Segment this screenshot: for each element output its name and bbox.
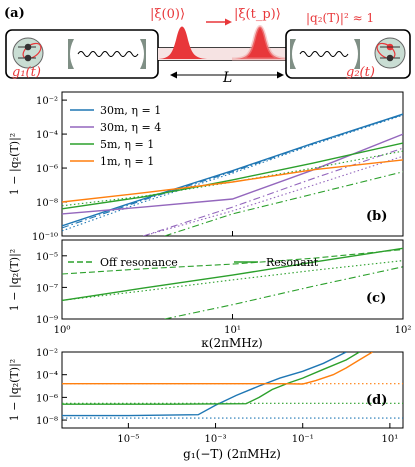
panel-d: 10⁻⁸ 10⁻⁶ 10⁻⁴ 10⁻² 10⁻⁵ 10⁻³ 10⁻¹ 10¹ (d) 1 − … <box>8 348 404 461</box>
y-tick-label: 10⁻¹⁰ <box>32 232 58 243</box>
y-tick-label: 10⁻⁴ <box>36 371 58 382</box>
x-tick-label: 10⁰ <box>54 325 71 336</box>
distance-label: L <box>222 70 232 86</box>
right-mirror-2 <box>354 39 360 69</box>
x-tick-label: 10¹ <box>382 434 399 445</box>
panel-c-label: (c) <box>366 291 386 306</box>
right-mirror-1 <box>290 39 296 69</box>
panel-c: 10⁻⁹ 10⁻⁷ 10⁻⁵ 10⁰ 10¹ 10² Off resonance Reson… <box>8 239 412 350</box>
series-line <box>62 352 360 405</box>
y-tick-label: 10⁻⁵ <box>36 252 58 263</box>
legend-label: 5m, η = 1 <box>100 138 154 151</box>
y-tick-label: 10⁻⁶ <box>36 164 58 175</box>
legend-label: 30m, η = 1 <box>100 104 161 117</box>
left-mirror-1 <box>68 39 74 69</box>
right-qubit <box>374 37 406 69</box>
panel-c-xlabel: κ(2πMHz) <box>201 336 262 350</box>
y-tick-label: 10⁻² <box>36 96 58 107</box>
series-line <box>62 247 403 302</box>
state-left-label: |ξ(0)⟩ <box>150 7 185 22</box>
legend-label: 30m, η = 4 <box>100 121 161 134</box>
distance-arrow-right <box>277 71 284 79</box>
series-line <box>62 248 403 275</box>
pulse-right <box>231 25 291 61</box>
panel-d-ylabel: 1 − |q₂(T)|² <box>8 359 22 421</box>
x-tick-label: 10² <box>395 325 412 336</box>
coupling-left-label: g₁(t) <box>12 65 41 80</box>
y-tick-label: 10⁻⁸ <box>36 198 58 209</box>
x-tick-label: 10⁻⁵ <box>117 434 139 445</box>
coupling-right-label: g₂(t) <box>346 65 375 80</box>
panel-b-ylabel: 1 − |q₂(T)|² <box>8 133 22 195</box>
panel-a: (a) g₁(t) |ξ(0)⟩ |ξ(t_p)⟩ L <box>4 6 411 86</box>
x-tick-label: 10⁻¹ <box>292 434 314 445</box>
series-line <box>62 142 403 210</box>
legend-label: Off resonance <box>100 256 178 269</box>
x-tick-label: 10⁻³ <box>205 434 227 445</box>
x-tick-label: 10¹ <box>224 325 241 336</box>
pulse-left <box>156 26 210 59</box>
series-line <box>164 266 403 319</box>
left-spring <box>77 51 139 57</box>
panel-c-ylabel: 1 − |q₂(T)|² <box>8 249 22 311</box>
left-qubit <box>12 37 44 69</box>
series-line <box>62 114 403 232</box>
fidelity-label: |q₂(T)|² ≈ 1 <box>306 11 374 25</box>
series-line <box>62 159 403 203</box>
state-right-label: |ξ(t_p)⟩ <box>234 7 281 22</box>
panel-d-label: (d) <box>366 393 387 408</box>
panel-b-label: (b) <box>366 209 387 224</box>
panel-b: 10⁻¹⁰ 10⁻⁸ 10⁻⁶ 10⁻⁴ 10⁻² 30m, η = 1 30m, η =… <box>8 91 404 243</box>
y-tick-label: 10⁻⁷ <box>36 283 58 294</box>
y-tick-label: 10⁻⁴ <box>36 130 58 141</box>
y-tick-label: 10⁻⁶ <box>36 393 58 404</box>
panel-a-label: (a) <box>4 6 25 21</box>
series-line <box>143 147 403 236</box>
legend-label: 1m, η = 1 <box>100 155 154 168</box>
y-tick-label: 10⁻⁸ <box>36 416 58 427</box>
right-spring <box>299 51 349 57</box>
panel-d-xlabel: g₁(−T) (2πMHz) <box>183 447 281 461</box>
propagation-arrow-head <box>225 18 232 26</box>
legend-label: Resonant <box>266 256 319 269</box>
series-line <box>62 114 403 229</box>
series-line <box>164 171 403 236</box>
panel-d-frame <box>61 351 404 429</box>
series-line <box>143 155 403 236</box>
series-line <box>62 352 347 417</box>
y-tick-label: 10⁻² <box>36 348 58 359</box>
series-line <box>62 352 373 385</box>
left-mirror-2 <box>140 39 146 69</box>
y-tick-label: 10⁻⁹ <box>36 315 58 326</box>
panel-c-frame <box>61 239 404 320</box>
distance-arrow-left <box>170 71 177 79</box>
series-line <box>62 133 403 215</box>
